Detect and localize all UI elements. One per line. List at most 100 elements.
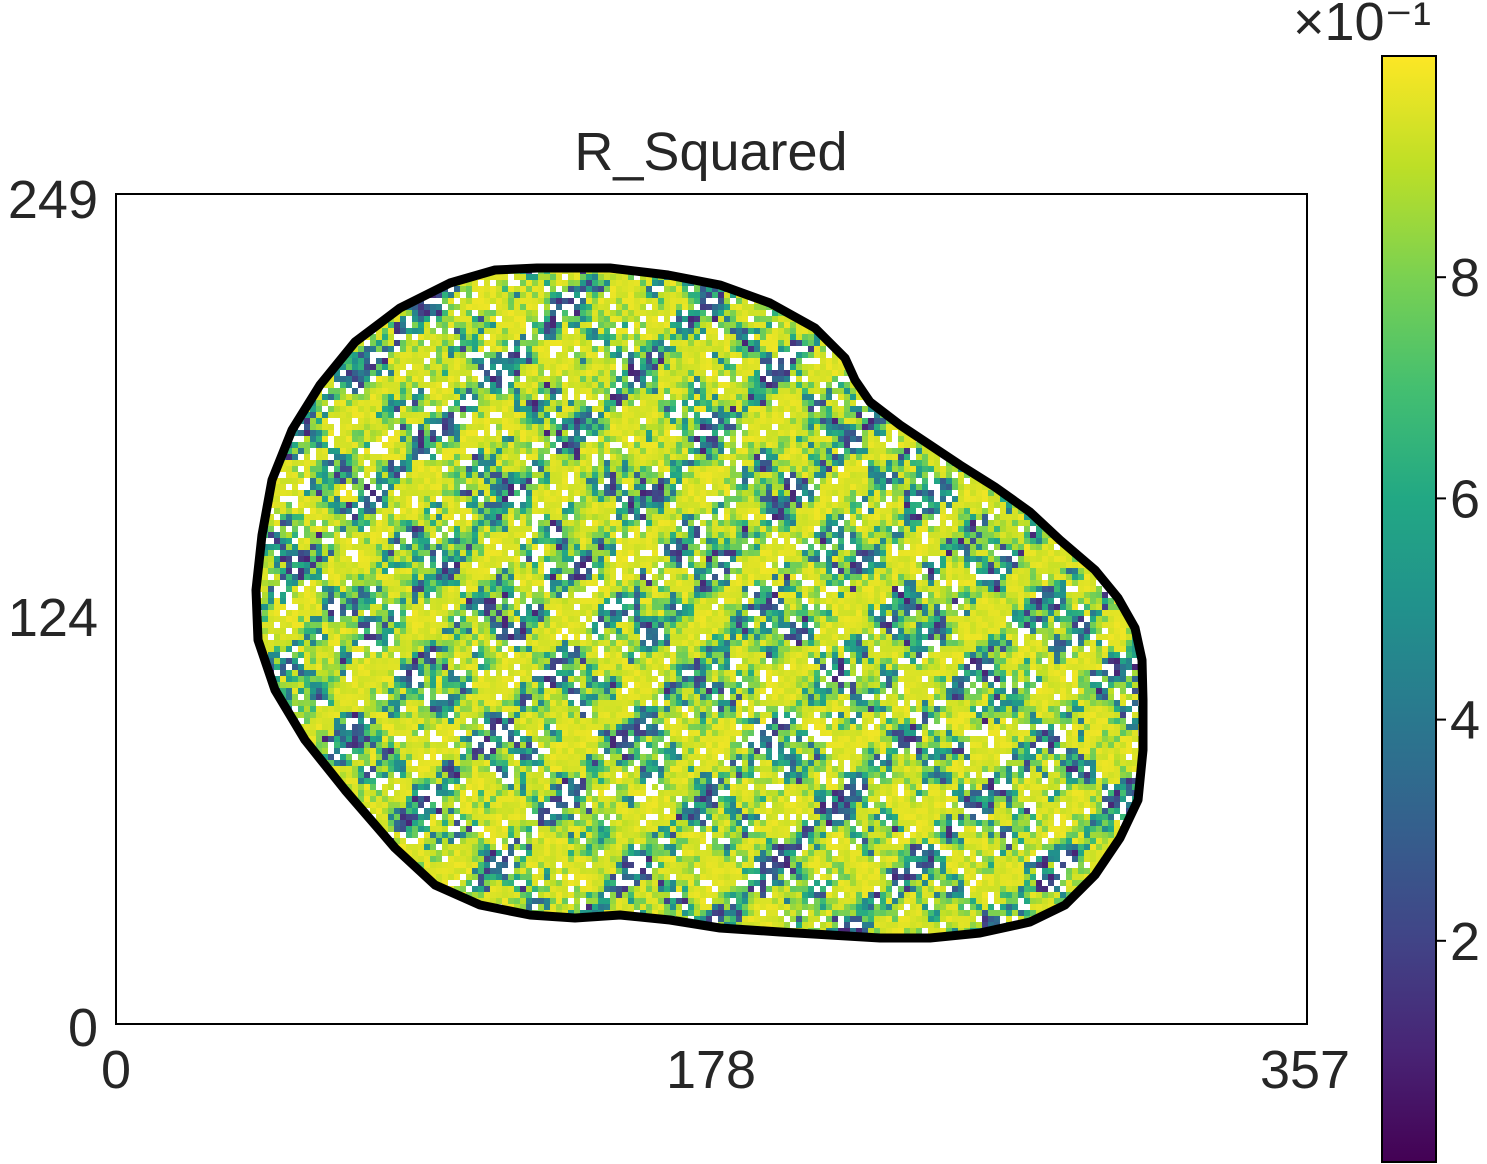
heatmap-cell: [1030, 466, 1036, 472]
heatmap-cell: [382, 286, 388, 292]
heatmap-cell: [502, 322, 508, 328]
heatmap-cell: [442, 370, 448, 376]
heatmap-cell: [700, 358, 706, 364]
heatmap-cell: [328, 382, 334, 388]
heatmap-cell: [340, 394, 346, 400]
heatmap-cell: [580, 364, 586, 370]
heatmap-cell: [472, 358, 478, 364]
heatmap-cell: [574, 310, 580, 316]
heatmap-cell: [442, 490, 448, 496]
heatmap-cell: [724, 310, 730, 316]
heatmap-cell: [706, 448, 712, 454]
heatmap-cell: [532, 454, 538, 460]
heatmap-cell: [514, 430, 520, 436]
heatmap-cell: [1138, 454, 1143, 460]
heatmap-cell: [370, 334, 376, 340]
heatmap-cell: [508, 352, 514, 358]
heatmap-cell: [712, 478, 718, 484]
heatmap-cell: [322, 310, 328, 316]
heatmap-cell: [796, 262, 802, 268]
heatmap-cell: [280, 274, 286, 280]
heatmap-cell: [712, 436, 718, 442]
heatmap-cell: [970, 430, 976, 436]
heatmap-cell: [1138, 310, 1143, 316]
heatmap-cell: [544, 340, 550, 346]
heatmap-cell: [856, 454, 862, 460]
heatmap-cell: [862, 364, 868, 370]
heatmap-cell: [322, 448, 328, 454]
heatmap-cell: [850, 388, 856, 394]
heatmap-cell: [892, 352, 898, 358]
heatmap-cell: [460, 442, 466, 448]
heatmap-cell: [538, 286, 544, 292]
heatmap-cell: [652, 328, 658, 334]
heatmap-cell: [1036, 472, 1042, 478]
heatmap-cell: [1000, 370, 1006, 376]
heatmap-cell: [346, 304, 352, 310]
heatmap-cell: [712, 346, 718, 352]
heatmap-cell: [862, 376, 868, 382]
heatmap-cell: [754, 388, 760, 394]
heatmap-cell: [598, 412, 604, 418]
heatmap-cell: [532, 412, 538, 418]
heatmap-cell: [676, 346, 682, 352]
heatmap-cell: [1114, 394, 1120, 400]
heatmap-cell: [922, 298, 928, 304]
heatmap-cell: [1132, 394, 1138, 400]
heatmap-cell: [988, 460, 994, 466]
heatmap-cell: [388, 400, 394, 406]
heatmap-cell: [436, 334, 442, 340]
heatmap-cell: [748, 364, 754, 370]
heatmap-cell: [934, 370, 940, 376]
heatmap-cell: [718, 382, 724, 388]
heatmap-cell: [526, 286, 532, 292]
heatmap-cell: [592, 316, 598, 322]
heatmap-cell: [436, 490, 442, 496]
heatmap-cell: [250, 388, 256, 394]
heatmap-cell: [478, 478, 484, 484]
heatmap-cell: [346, 298, 352, 304]
heatmap-cell: [784, 346, 790, 352]
heatmap-cell: [292, 400, 298, 406]
heatmap-cell: [892, 346, 898, 352]
heatmap-cell: [652, 442, 658, 448]
heatmap-cell: [544, 280, 550, 286]
heatmap-cell: [1078, 418, 1084, 424]
heatmap-cell: [982, 322, 988, 328]
heatmap-cell: [862, 352, 868, 358]
heatmap-cell: [1078, 424, 1084, 430]
heatmap-cell: [946, 328, 952, 334]
heatmap-cell: [1006, 418, 1012, 424]
heatmap-cell: [598, 424, 604, 430]
heatmap-cell: [580, 334, 586, 340]
heatmap-cell: [316, 472, 322, 478]
heatmap-cell: [1012, 466, 1018, 472]
heatmap-cell: [742, 268, 748, 274]
heatmap-cell: [976, 286, 982, 292]
heatmap-cell: [826, 436, 832, 442]
heatmap-cell: [1060, 388, 1066, 394]
heatmap-cell: [514, 478, 520, 484]
heatmap-cell: [1012, 364, 1018, 370]
heatmap-cell: [568, 382, 574, 388]
heatmap-cell: [1036, 310, 1042, 316]
heatmap-cell: [1144, 406, 1150, 412]
heatmap-cell: [1006, 334, 1012, 340]
heatmap-cell: [820, 478, 826, 484]
heatmap-cell: [1012, 448, 1018, 454]
heatmap-cell: [412, 472, 418, 478]
heatmap-cell: [394, 418, 400, 424]
heatmap-cell: [256, 490, 262, 496]
heatmap-cell: [376, 346, 382, 352]
heatmap-cell: [904, 274, 910, 280]
heatmap-cell: [652, 364, 658, 370]
heatmap-cell: [496, 454, 502, 460]
heatmap-cell: [262, 370, 268, 376]
heatmap-cell: [586, 412, 592, 418]
heatmap-cell: [1048, 280, 1054, 286]
heatmap-cell: [1048, 460, 1054, 466]
heatmap-cell: [1018, 442, 1024, 448]
heatmap-cell: [382, 280, 388, 286]
heatmap-cell: [394, 262, 400, 268]
heatmap-cell: [604, 460, 610, 466]
